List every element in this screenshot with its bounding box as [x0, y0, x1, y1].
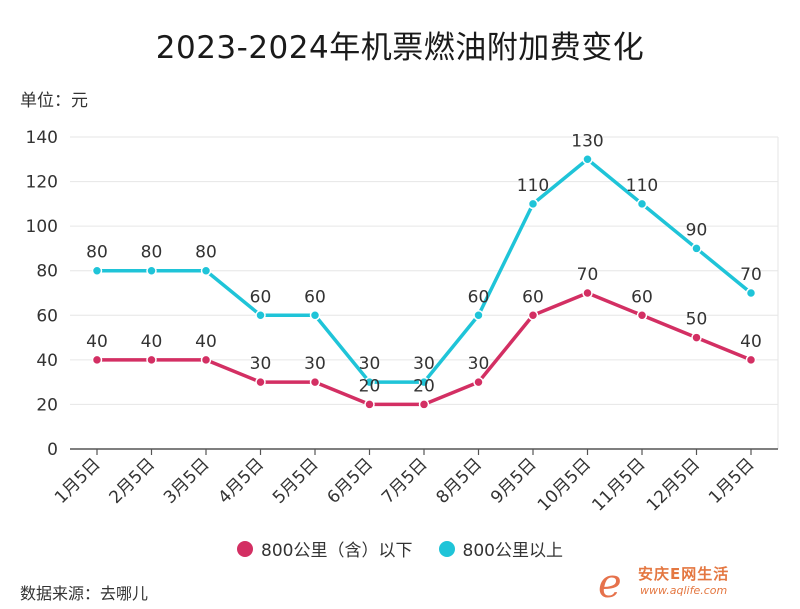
- y-tick-label: 100: [26, 217, 58, 237]
- watermark-logo: e 安庆E网生活 www.aqlife.com: [598, 561, 788, 607]
- x-tick-label: 12月5日: [643, 454, 704, 515]
- y-tick-label: 120: [26, 173, 58, 193]
- data-point-series-0: [582, 287, 593, 299]
- x-tick-label: 4月5日: [215, 454, 268, 507]
- data-label-series-1: 130: [571, 131, 603, 151]
- data-point-series-0: [418, 399, 430, 410]
- y-tick-label: 140: [26, 128, 58, 148]
- x-tick-label: 9月5日: [487, 454, 540, 507]
- data-point-series-0: [146, 354, 157, 366]
- watermark-url: www.aqlife.com: [640, 584, 728, 597]
- data-point-series-0: [200, 354, 212, 366]
- data-point-series-0: [473, 376, 484, 388]
- watermark-e-glyph: e: [598, 561, 622, 607]
- data-label-series-0: 40: [141, 332, 163, 352]
- data-label-series-1: 80: [86, 243, 108, 263]
- data-point-series-0: [691, 332, 702, 343]
- data-point-series-1: [527, 198, 539, 210]
- data-label-series-0: 60: [522, 287, 544, 307]
- y-tick-label: 60: [36, 306, 58, 326]
- legend-label-above-800: 800公里以上: [462, 541, 563, 561]
- data-label-series-0: 70: [577, 265, 599, 285]
- data-label-series-0: 40: [195, 332, 217, 352]
- data-label-series-1: 60: [304, 287, 326, 307]
- data-point-series-1: [91, 265, 103, 276]
- legend-label-below-800: 800公里（含）以下: [261, 541, 413, 561]
- x-tick-label: 3月5日: [160, 454, 213, 507]
- y-tick-label: 80: [36, 262, 58, 282]
- data-label-series-0: 30: [304, 354, 326, 374]
- data-label-series-0: 20: [359, 376, 381, 396]
- data-point-series-1: [582, 154, 593, 165]
- data-label-series-1: 30: [359, 354, 381, 374]
- data-label-series-1: 70: [740, 265, 762, 285]
- legend: 800公里（含）以下 800公里以上: [0, 536, 800, 561]
- data-label-series-0: 30: [250, 354, 272, 374]
- x-tick-label: 10月5日: [534, 454, 595, 515]
- data-point-series-1: [473, 310, 484, 321]
- data-label-series-1: 60: [250, 287, 272, 307]
- data-point-series-0: [745, 354, 757, 366]
- data-point-series-1: [364, 376, 375, 388]
- data-point-series-1: [255, 310, 266, 321]
- data-label-series-1: 30: [413, 354, 435, 374]
- x-tick-label: 8月5日: [433, 454, 486, 507]
- data-point-series-0: [91, 354, 103, 366]
- data-point-series-1: [636, 198, 648, 210]
- legend-dot-above-800: [438, 540, 455, 557]
- data-label-series-1: 60: [468, 287, 490, 307]
- x-tick-label: 5月5日: [269, 454, 322, 507]
- data-label-series-1: 80: [195, 243, 217, 263]
- data-point-series-0: [309, 376, 321, 388]
- data-point-series-1: [200, 265, 212, 276]
- data-source: 数据来源：去哪儿: [20, 584, 149, 603]
- x-tick-label: 1月5日: [705, 454, 758, 507]
- data-point-series-1: [309, 310, 321, 321]
- x-tick-label: 6月5日: [324, 454, 377, 507]
- y-tick-label: 20: [36, 395, 58, 415]
- data-label-series-0: 60: [631, 287, 653, 307]
- x-tick-label: 11月5日: [588, 454, 649, 515]
- x-tick-label: 1月5日: [51, 454, 104, 507]
- chart-title: 2023-2024年机票燃油附加费变化: [155, 30, 645, 66]
- data-point-series-0: [255, 376, 266, 388]
- data-point-series-1: [418, 376, 430, 388]
- data-point-series-0: [364, 399, 375, 410]
- data-label-series-1: 110: [517, 176, 549, 196]
- x-tick-label: 7月5日: [378, 454, 431, 507]
- data-point-series-1: [745, 287, 757, 299]
- x-tick-label: 2月5日: [106, 454, 159, 507]
- data-label-series-1: 80: [141, 243, 163, 263]
- data-point-series-1: [691, 243, 702, 254]
- data-label-series-0: 20: [413, 376, 435, 396]
- data-label-series-0: 30: [468, 354, 490, 374]
- y-tick-label: 40: [36, 351, 58, 371]
- unit-label: 单位：元: [20, 91, 88, 111]
- legend-item-above-800: 800公里以上: [438, 536, 563, 561]
- data-label-series-0: 50: [686, 310, 708, 330]
- y-tick-label: 0: [47, 440, 58, 460]
- data-point-series-1: [146, 265, 157, 276]
- data-point-series-0: [636, 310, 648, 321]
- data-label-series-0: 40: [86, 332, 108, 352]
- legend-dot-below-800: [237, 540, 254, 557]
- data-label-series-1: 90: [686, 220, 708, 240]
- data-point-series-0: [527, 310, 539, 321]
- watermark-name: 安庆E网生活: [638, 565, 730, 583]
- data-label-series-0: 40: [740, 332, 762, 352]
- data-label-series-1: 110: [626, 176, 658, 196]
- legend-item-below-800: 800公里（含）以下: [237, 536, 413, 561]
